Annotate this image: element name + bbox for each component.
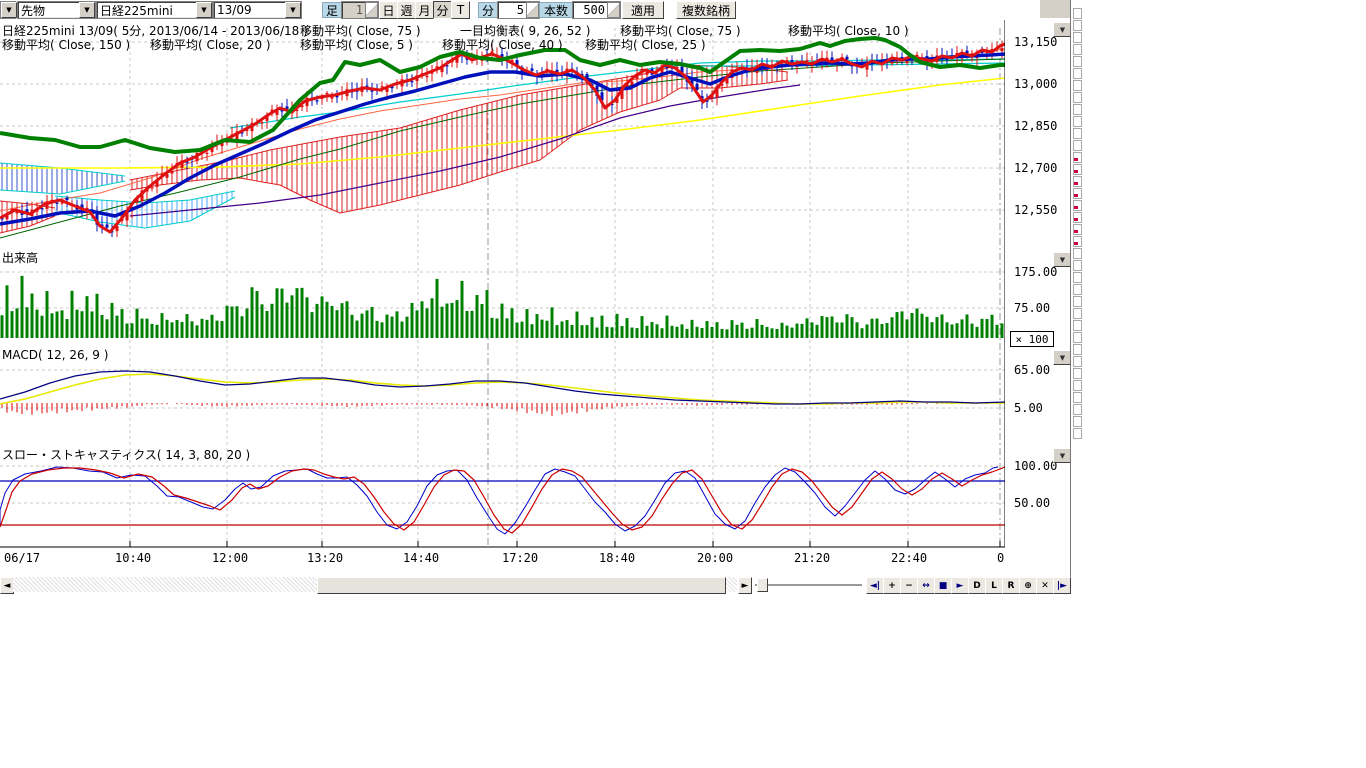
scroll-right-button[interactable]: ►: [738, 577, 752, 594]
legend-item: 移動平均( Close, 75 ): [620, 24, 741, 38]
spinner-icon[interactable]: [365, 2, 378, 18]
spinner-icon[interactable]: [526, 2, 539, 18]
zoom-slider-thumb[interactable]: [757, 578, 768, 592]
right-price-strip[interactable]: [1070, 0, 1082, 592]
right-strip-cells: [1073, 8, 1082, 440]
time-axis-label: 18:40: [599, 551, 636, 565]
arrow-left-icon: ◄: [3, 580, 11, 591]
symbol-select-value: 日経225mini: [100, 3, 173, 18]
price-axis-label: 13,150: [1014, 35, 1058, 49]
zoom-slider[interactable]: [755, 584, 862, 586]
time-axis-label: 17:20: [502, 551, 539, 565]
stoch-panel-title: スロー・ストキャスティクス( 14, 3, 80, 20 ): [2, 448, 251, 462]
legend-item: 一目均衡表( 9, 26, 52 ): [460, 24, 591, 38]
chevron-down-icon[interactable]: ▼: [1, 2, 17, 18]
apply-button[interactable]: 適用: [622, 1, 664, 19]
legend-item: 移動平均( Close, 25 ): [585, 38, 706, 52]
chart-tool-button-x[interactable]: ↔: [917, 577, 935, 594]
chevron-down-icon[interactable]: ▼: [196, 2, 212, 18]
time-axis-label: 10:40: [115, 551, 152, 565]
stoch-axis-label: 100.00: [1014, 459, 1058, 473]
scroll-left-button[interactable]: ◄: [0, 577, 14, 594]
chart-tool-button-x[interactable]: ✕: [1036, 577, 1054, 594]
legend-item: 日経225mini 13/09( 5分, 2013/06/14 - 2013/0…: [2, 24, 308, 38]
period-button-1[interactable]: 日: [379, 1, 398, 19]
time-axis-label: 13:20: [307, 551, 344, 565]
category-select[interactable]: 先物 ▼: [17, 1, 96, 19]
volume-axis-label: 75.00: [1014, 301, 1051, 315]
macd-panel-title: MACD( 12, 26, 9 ): [2, 348, 109, 362]
chart-tool-button-x[interactable]: −: [900, 577, 918, 594]
time-axis-label: 14:40: [403, 551, 440, 565]
stoch-axis-label: 50.00: [1014, 496, 1051, 510]
chart-tool-button-+[interactable]: +: [883, 577, 901, 594]
chart-tool-button-x[interactable]: ⊕: [1019, 577, 1037, 594]
bar-count-label: 本数: [539, 2, 573, 18]
price-axis-label: 12,850: [1014, 119, 1058, 133]
chart-tool-button-D[interactable]: D: [968, 577, 986, 594]
macd-axis-label: 5.00: [1014, 401, 1043, 415]
toolbar-corner: [1040, 0, 1070, 18]
contract-month-value: 13/09: [217, 3, 252, 17]
symbol-select[interactable]: 日経225mini ▼: [96, 1, 213, 19]
indicator-dropdown-button[interactable]: ▼: [1053, 22, 1072, 37]
bar-count-value: 500: [583, 3, 605, 17]
minute-value: 5: [516, 3, 524, 17]
legend-item: 移動平均( Close, 150 ): [2, 38, 131, 52]
minute-stepper[interactable]: 5: [497, 1, 540, 19]
spinner-icon[interactable]: [607, 2, 620, 18]
horizontal-scrollbar[interactable]: ◄ ► ◄| + − ↔ ■ ► D L R ⊕ ✕ |►: [0, 577, 1071, 594]
legend-item: 移動平均( Close, 40 ): [442, 38, 563, 52]
price-axis-label: 13,000: [1014, 77, 1058, 91]
bar-interval-stepper[interactable]: 1: [341, 1, 379, 19]
bar-count-stepper[interactable]: 500: [572, 1, 621, 19]
chevron-down-icon[interactable]: ▼: [285, 2, 301, 18]
bar-type-label: 足: [322, 2, 342, 18]
time-axis-label: 12:00: [212, 551, 249, 565]
time-axis-label: 21:20: [794, 551, 831, 565]
period-button-4[interactable]: 分: [433, 1, 452, 19]
period-button-5[interactable]: T: [451, 1, 470, 19]
chart-canvas[interactable]: [0, 0, 1005, 592]
legend-item: 移動平均( Close, 75 ): [300, 24, 421, 38]
chevron-down-icon[interactable]: ▼: [79, 2, 95, 18]
legend-item: 移動平均( Close, 10 ): [788, 24, 909, 38]
arrow-right-icon: ►: [741, 580, 749, 591]
period-button-2[interactable]: 週: [397, 1, 416, 19]
time-axis-label: 20:00: [697, 551, 734, 565]
legend-item: 移動平均( Close, 5 ): [300, 38, 413, 52]
mini-combo-button[interactable]: ▼: [0, 1, 17, 19]
volume-multiplier-badge: × 100: [1010, 331, 1054, 347]
period-button-3[interactable]: 月: [415, 1, 434, 19]
volume-panel-title: 出来高: [2, 251, 39, 265]
category-select-value: 先物: [21, 3, 46, 18]
chart-tool-button-xx[interactable]: |►: [1053, 577, 1071, 594]
minute-label: 分: [478, 2, 498, 18]
price-axis-label: 12,700: [1014, 161, 1058, 175]
legend-item: 移動平均( Close, 20 ): [150, 38, 271, 52]
chart-tool-button-L[interactable]: L: [985, 577, 1003, 594]
contract-month-select[interactable]: 13/09 ▼: [213, 1, 302, 19]
time-axis-label: 22:40: [891, 551, 928, 565]
chart-tool-button-x[interactable]: ►: [951, 577, 969, 594]
scrollbar-thumb[interactable]: [317, 577, 726, 594]
time-axis-label: 06/17: [4, 551, 41, 565]
macd-axis-label: 65.00: [1014, 363, 1051, 377]
volume-axis-label: 175.00: [1014, 265, 1058, 279]
price-axis-label: 12,550: [1014, 203, 1058, 217]
chart-tool-button-x[interactable]: ■: [934, 577, 952, 594]
multi-symbol-button[interactable]: 複数銘柄: [676, 1, 736, 19]
chart-tool-button-xx[interactable]: ◄|: [866, 577, 884, 594]
chart-tool-button-R[interactable]: R: [1002, 577, 1020, 594]
bar-interval-value: 1: [355, 3, 363, 17]
time-axis-label: 0: [997, 551, 1005, 565]
